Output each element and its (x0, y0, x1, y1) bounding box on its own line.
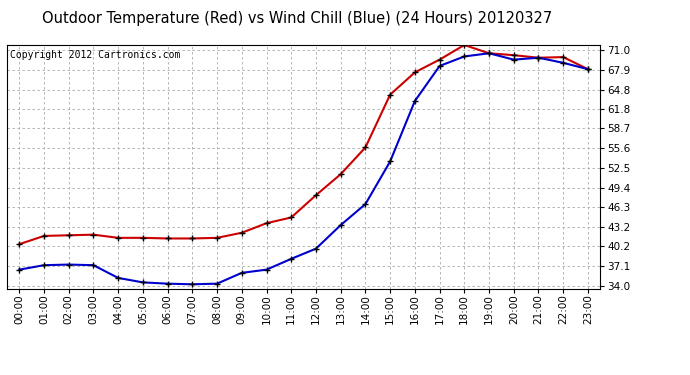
Text: Outdoor Temperature (Red) vs Wind Chill (Blue) (24 Hours) 20120327: Outdoor Temperature (Red) vs Wind Chill … (41, 11, 552, 26)
Text: Copyright 2012 Cartronics.com: Copyright 2012 Cartronics.com (10, 50, 180, 60)
